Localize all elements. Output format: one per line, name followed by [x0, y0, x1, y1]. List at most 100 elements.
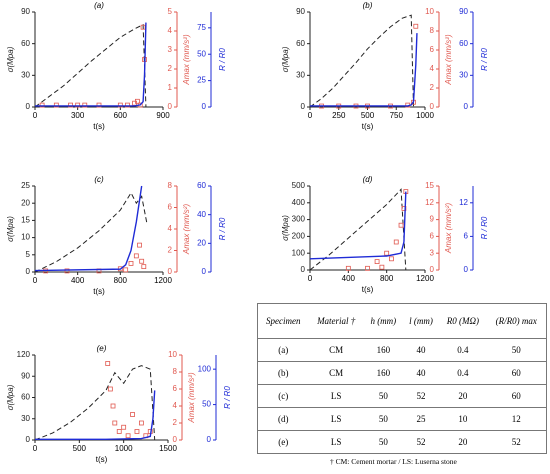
amax-marker: [365, 265, 370, 271]
x-tick-label: 400: [71, 276, 85, 285]
table-cell: 0.4: [439, 338, 487, 362]
y2-tick-label: 12: [425, 198, 434, 207]
table-cell: LS: [308, 430, 364, 454]
y2-axis-label: Amax (mm/s²): [444, 34, 453, 86]
y-axis-label: σ(Mpa): [281, 46, 290, 72]
table-row: (e) LS 50 52 20 52: [257, 430, 547, 454]
y-axis-label: σ(Mpa): [6, 216, 15, 242]
amax-marker: [413, 23, 419, 29]
x-tick-label: 600: [114, 111, 128, 120]
amax-marker: [96, 102, 102, 108]
table-cell: LS: [308, 407, 364, 431]
y3-tick-label: 50: [202, 400, 211, 409]
y3-tick-label: 0: [202, 102, 207, 111]
table-cell: 52: [402, 430, 440, 454]
stress-line: [309, 14, 414, 108]
y3-tick-label: 0: [464, 265, 469, 274]
panel-label: (d): [363, 175, 373, 184]
amax-marker: [128, 260, 134, 266]
amax-marker: [121, 424, 127, 430]
y-tick-label: 0: [301, 102, 306, 111]
y2-tick-label: 6: [173, 384, 178, 393]
y2-tick-label: 8: [168, 181, 173, 190]
x-axis-label: t(s): [93, 122, 105, 131]
table-cell: 20: [439, 430, 487, 454]
y2-tick-label: 0: [173, 435, 178, 444]
y-tick-label: 60: [21, 393, 30, 402]
y2-tick-label: 2: [168, 246, 173, 255]
y-tick-label: 90: [296, 7, 305, 16]
y-tick-label: 30: [21, 414, 30, 423]
y-tick-label: 90: [21, 7, 30, 16]
y3-axis-label: R / R0: [480, 216, 489, 239]
y-tick-label: 20: [21, 198, 30, 207]
y-axis-label: σ(Mpa): [6, 384, 15, 410]
table-cell: (e): [257, 430, 309, 454]
amax-marker: [64, 268, 70, 274]
y2-tick-label: 10: [425, 7, 434, 16]
amax-marker: [140, 24, 146, 30]
y-axis-label: σ(Mpa): [281, 215, 290, 241]
y2-axis-label: Amax (mm/s²): [187, 372, 196, 424]
y-tick-label: 200: [292, 232, 306, 241]
x-tick-label: 1200: [154, 276, 172, 285]
stress-line: [34, 23, 147, 108]
table-cell: R0 (MΩ): [439, 303, 487, 339]
x-tick-label: 1500: [159, 444, 177, 453]
amax-marker: [75, 102, 81, 108]
y-tick-label: 120: [17, 350, 31, 359]
stress-line: [34, 365, 156, 441]
table-cell: 160: [363, 361, 403, 385]
table-cell: 52: [402, 384, 440, 408]
y3-tick-label: 30: [459, 70, 468, 79]
y3-axis-label: R / R0: [218, 48, 227, 71]
y2-tick-label: 10: [168, 350, 177, 359]
table-cell: 50: [486, 338, 547, 362]
resistance-line: [35, 22, 147, 107]
y2-axis-label: Amax (mm/s²): [182, 34, 191, 86]
amax-marker: [125, 433, 131, 439]
stress-line: [34, 191, 148, 273]
resistance-line: [309, 191, 407, 260]
y3-tick-label: 50: [197, 49, 206, 58]
y-tick-label: 60: [21, 39, 30, 48]
amax-marker: [138, 420, 144, 426]
table-cell: Specimen: [257, 303, 309, 339]
table-cell: 160: [363, 338, 403, 362]
x-tick-label: 1000: [416, 111, 434, 120]
table-cell: LS: [308, 384, 364, 408]
amax-marker: [82, 102, 88, 108]
y2-tick-label: 2: [168, 64, 173, 73]
y-tick-label: 300: [292, 215, 306, 224]
resistance-line: [34, 185, 143, 272]
x-tick-label: 300: [71, 111, 85, 120]
amax-marker: [110, 403, 116, 409]
amax-marker: [133, 253, 139, 259]
amax-marker: [68, 102, 73, 108]
table-cell: 60: [486, 384, 547, 408]
y-tick-label: 30: [21, 70, 30, 79]
y-tick-label: 5: [26, 250, 31, 259]
amax-marker: [141, 264, 147, 270]
y-tick-label: 0: [26, 267, 31, 276]
y2-tick-label: 8: [430, 26, 435, 35]
table-cell: 50: [363, 384, 403, 408]
table-cell: l (mm): [402, 303, 440, 339]
x-axis-label: t(s): [96, 455, 108, 464]
table-cell: 40: [402, 361, 440, 385]
y3-tick-label: 6: [464, 232, 469, 241]
amax-marker: [39, 102, 45, 108]
y2-tick-label: 4: [168, 26, 173, 35]
table-row: (b) CM 160 40 0.4 60: [257, 361, 547, 385]
amax-marker: [116, 429, 122, 434]
y3-tick-label: 100: [198, 364, 212, 373]
y2-tick-label: 3: [168, 45, 173, 54]
y-tick-label: 10: [21, 233, 30, 242]
x-tick-label: 500: [361, 111, 375, 120]
table-cell: 12: [486, 407, 547, 431]
table-row: Specimen Material † h (mm) l (mm) R0 (MΩ) (R/…: [257, 303, 547, 339]
y2-tick-label: 3: [430, 248, 435, 257]
amax-marker: [398, 222, 404, 228]
table-cell: 50: [363, 430, 403, 454]
y2-tick-label: 2: [430, 83, 435, 92]
